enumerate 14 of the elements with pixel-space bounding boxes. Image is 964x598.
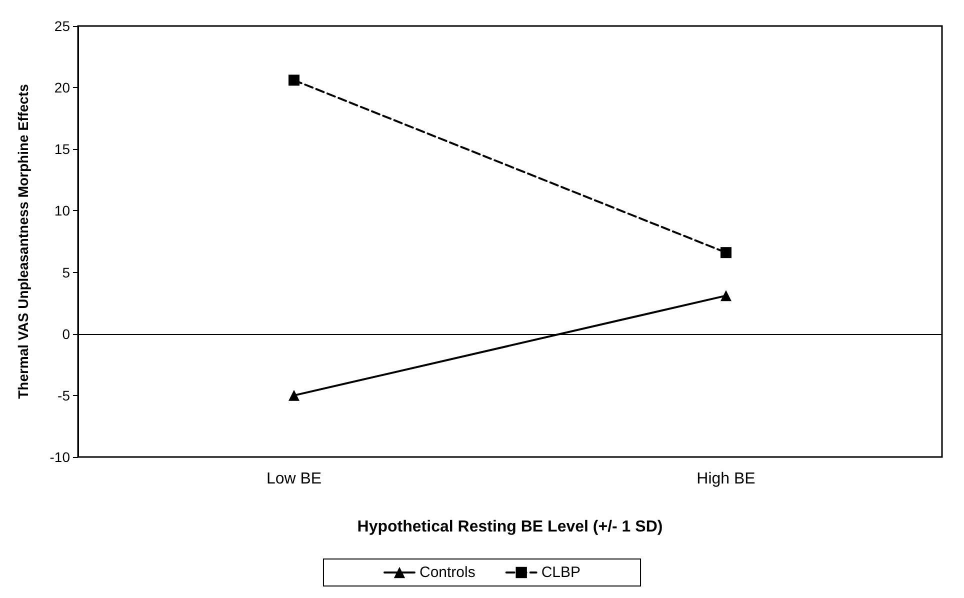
legend-label: CLBP [541, 564, 581, 581]
legend-label: Controls [419, 564, 476, 581]
y-axis-title: Thermal VAS Unpleasantness Morphine Effects [15, 84, 31, 399]
y-tick-label: 25 [54, 18, 70, 34]
x-axis-title: Hypothetical Resting BE Level (+/- 1 SD) [357, 518, 663, 536]
y-tick-label: 10 [54, 202, 70, 219]
y-tick-label: 20 [54, 80, 70, 96]
y-tick-label: -10 [50, 449, 70, 465]
x-tick-label: High BE [696, 470, 756, 488]
x-tick-label: Low BE [266, 470, 322, 488]
y-tick-label: 5 [62, 264, 70, 280]
y-tick-label: 15 [54, 141, 70, 158]
y-tick-label: 0 [62, 326, 70, 342]
y-tick-label: -5 [58, 387, 70, 404]
